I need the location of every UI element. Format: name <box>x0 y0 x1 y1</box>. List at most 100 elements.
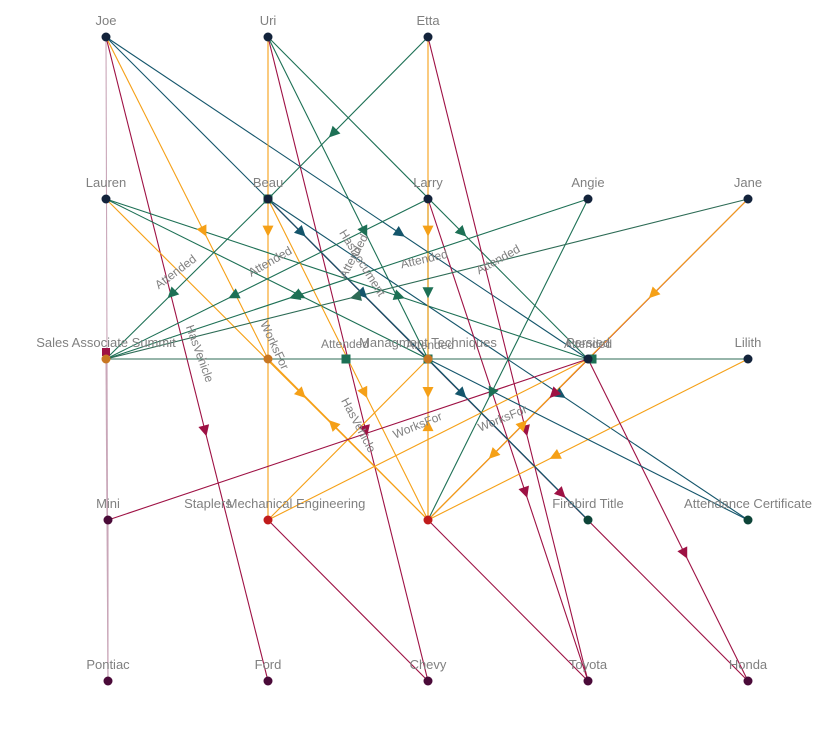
graph-node-chevy[interactable] <box>423 676 433 686</box>
edge-arrow-icon <box>228 288 241 299</box>
edge-arrow-icon <box>293 386 306 399</box>
edge-label-attended-g: Attended <box>406 338 454 352</box>
edge-arrow-icon <box>392 289 405 300</box>
edge-arrow-icon <box>549 448 562 459</box>
edge-arrow-icon <box>553 486 566 498</box>
edge-arrow-icon <box>518 485 529 498</box>
edge-arrow-icon <box>328 420 341 432</box>
graph-edge <box>105 198 429 360</box>
graph-node-staplers_c[interactable] <box>263 354 273 364</box>
node-label-pontiac: Pontiac <box>86 657 130 672</box>
edge-arrow-icon <box>289 289 302 300</box>
graph-edge <box>105 198 749 360</box>
graph-edge <box>107 358 589 521</box>
node-label-chevy: Chevy <box>410 657 447 672</box>
graph-node-larry[interactable] <box>423 194 433 204</box>
graph-node-staplers[interactable] <box>263 515 273 525</box>
graph-node-mini[interactable] <box>103 515 113 525</box>
graph-node-firebird[interactable] <box>583 515 593 525</box>
node-label-toyota: Toyota <box>569 657 608 672</box>
node-label-lilith: Lilith <box>735 335 762 350</box>
graph-node-mgmt[interactable] <box>423 354 433 364</box>
nodes-layer <box>101 32 753 686</box>
edge-arrow-icon <box>488 447 501 459</box>
edge-arrow-icon <box>359 424 370 437</box>
node-label-mgmt: Managment Techniques <box>359 335 497 350</box>
graph-node-toyota[interactable] <box>583 676 593 686</box>
edge-label-attended-e: Attended <box>474 242 523 278</box>
edge-label-attended-c: Attended <box>246 243 295 279</box>
edges-layer <box>105 36 749 682</box>
edge-arrow-icon <box>515 420 528 432</box>
node-label-lauren: Lauren <box>86 175 126 190</box>
graph-edge <box>587 358 749 682</box>
graph-node-mecheng[interactable] <box>423 515 433 525</box>
graph-node-etta[interactable] <box>423 32 433 42</box>
graph-node-attcert[interactable] <box>743 515 753 525</box>
edge-arrow-icon <box>422 225 434 237</box>
node-label-sales: Sales Associate Summit <box>36 335 176 350</box>
attended-marker-1 <box>341 354 351 364</box>
graph-node-lauren[interactable] <box>101 194 111 204</box>
edge-arrow-icon <box>422 420 434 432</box>
edge-label-worksfor-a: WorksFor <box>257 319 292 372</box>
graph-node-uri[interactable] <box>263 32 273 42</box>
arrow-heads-layer <box>167 125 688 559</box>
node-label-staplers: Staplers <box>184 496 232 511</box>
node-label-uri: Uri <box>260 13 277 28</box>
node-label-larry: Larry <box>413 175 443 190</box>
edge-arrow-icon <box>549 386 562 399</box>
edge-arrow-icon <box>196 224 207 237</box>
graph-node-sales[interactable] <box>101 354 111 364</box>
node-labels-layer: Joe Uri Etta Lauren Beau Larry Angie Jane Sales … <box>36 13 812 672</box>
graph-edge <box>267 36 429 200</box>
graph-edge <box>427 358 749 521</box>
graph-node-persied[interactable] <box>583 354 593 364</box>
graph-node-honda[interactable] <box>743 676 753 686</box>
graph-node-angie[interactable] <box>583 194 593 204</box>
node-label-ford: Ford <box>255 657 282 672</box>
graph-node-beau[interactable] <box>263 194 273 204</box>
edge-arrow-icon <box>357 385 368 399</box>
edge-arrow-icon <box>454 386 467 399</box>
edge-arrow-icon <box>328 125 341 138</box>
graph-edge <box>427 519 589 682</box>
graph-node-lilith[interactable] <box>743 354 753 364</box>
edge-arrow-icon <box>167 286 180 299</box>
node-label-mini: Mini <box>96 496 120 511</box>
edge-label-attended-b: Attended <box>152 252 199 292</box>
node-label-etta: Etta <box>416 13 440 28</box>
edge-arrow-icon <box>677 546 688 559</box>
node-label-mecheng: Mechanical Engineering <box>227 496 366 511</box>
edge-arrow-icon <box>422 287 434 299</box>
sales-marker <box>102 348 110 356</box>
edge-arrow-icon <box>392 225 405 237</box>
edge-arrow-icon <box>349 290 362 301</box>
graph-edge <box>267 358 589 521</box>
node-label-joe: Joe <box>96 13 117 28</box>
graph-edge <box>105 198 269 360</box>
graph-edge <box>105 36 589 360</box>
edge-arrow-icon <box>422 387 434 399</box>
edge-label-attended-d: Attended <box>399 247 449 271</box>
graph-edge <box>587 198 749 360</box>
graph-node-jane[interactable] <box>743 194 753 204</box>
graph-node-pontiac[interactable] <box>103 676 113 686</box>
edge-arrow-icon <box>262 225 274 237</box>
edge-arrow-icon <box>357 224 368 237</box>
node-label-jane: Jane <box>734 175 762 190</box>
edge-arrow-icon <box>198 424 210 437</box>
graph-edge <box>267 36 429 360</box>
edge-label-hasvehicle-b: HasVehicle <box>338 395 379 455</box>
edge-label-worksfor-b: WorksFor <box>391 409 444 441</box>
graph-node-joe[interactable] <box>101 32 111 42</box>
edge-arrow-icon <box>454 224 467 237</box>
edge-arrow-icon <box>488 385 499 399</box>
graph-node-ford[interactable] <box>263 676 273 686</box>
graph-edge <box>267 519 429 682</box>
node-label-beau: Beau <box>253 175 283 190</box>
edge-label-attended-h: Attended <box>564 337 612 351</box>
node-label-attcert: Attendance Certificate <box>684 496 812 511</box>
